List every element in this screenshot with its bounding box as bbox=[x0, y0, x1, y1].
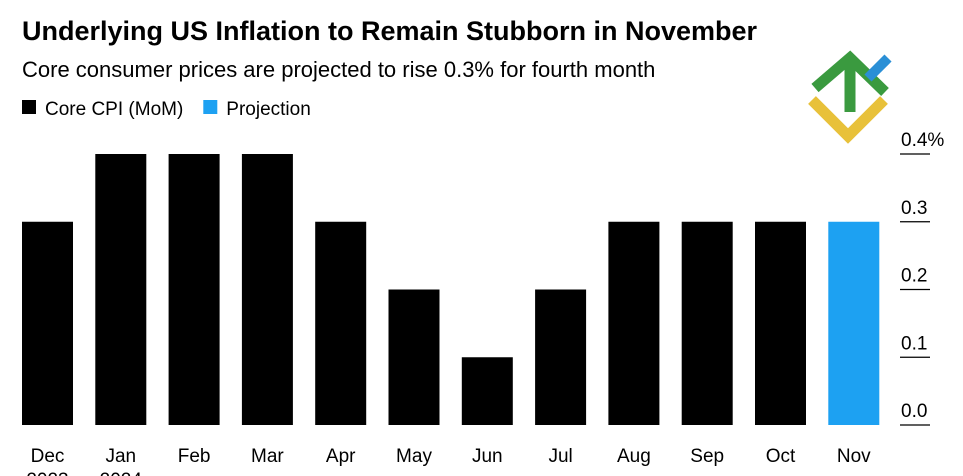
bar bbox=[461, 357, 513, 425]
bar bbox=[22, 221, 73, 425]
x-tick-label: Apr bbox=[326, 446, 356, 467]
bar bbox=[828, 221, 880, 425]
bar bbox=[535, 289, 587, 425]
x-tick-label: Sep bbox=[690, 446, 724, 467]
logo-part bbox=[864, 54, 892, 82]
bar bbox=[755, 221, 806, 425]
y-tick-label: 0.3 bbox=[901, 198, 927, 219]
x-tick-label: Mar bbox=[251, 446, 284, 467]
bar bbox=[168, 154, 220, 425]
legend-label: Core CPI (MoM) bbox=[45, 99, 183, 120]
x-tick-label: Dec bbox=[31, 446, 65, 467]
y-tick-label: 0.1 bbox=[901, 333, 927, 354]
x-year-label: 2023 bbox=[26, 470, 68, 476]
chart-title: Underlying US Inflation to Remain Stubbo… bbox=[22, 16, 758, 46]
bar bbox=[315, 221, 367, 425]
bar bbox=[608, 221, 660, 425]
x-tick-label: Jul bbox=[548, 446, 572, 467]
y-tick-label: 0.2 bbox=[901, 266, 927, 287]
bar bbox=[681, 221, 733, 425]
legend-swatch bbox=[203, 100, 218, 114]
legend-label: Projection bbox=[226, 99, 311, 120]
x-tick-label: Aug bbox=[617, 446, 651, 467]
x-tick-label: Jan bbox=[105, 446, 136, 467]
y-tick-label: 0.4% bbox=[901, 130, 944, 151]
bar bbox=[95, 154, 147, 425]
x-year-label: 2024 bbox=[100, 470, 143, 476]
y-tick-label: 0.0 bbox=[901, 401, 927, 422]
x-tick-label: Nov bbox=[837, 446, 871, 467]
bar bbox=[388, 289, 440, 425]
logo bbox=[808, 50, 892, 144]
x-tick-label: Feb bbox=[178, 446, 211, 467]
x-tick-label: Oct bbox=[766, 446, 796, 467]
bar bbox=[241, 154, 293, 425]
chart-subtitle: Core consumer prices are projected to ri… bbox=[22, 57, 655, 82]
x-tick-label: Jun bbox=[472, 446, 503, 467]
logo-part bbox=[808, 96, 888, 144]
x-tick-label: May bbox=[396, 446, 432, 467]
legend-swatch bbox=[22, 100, 36, 114]
